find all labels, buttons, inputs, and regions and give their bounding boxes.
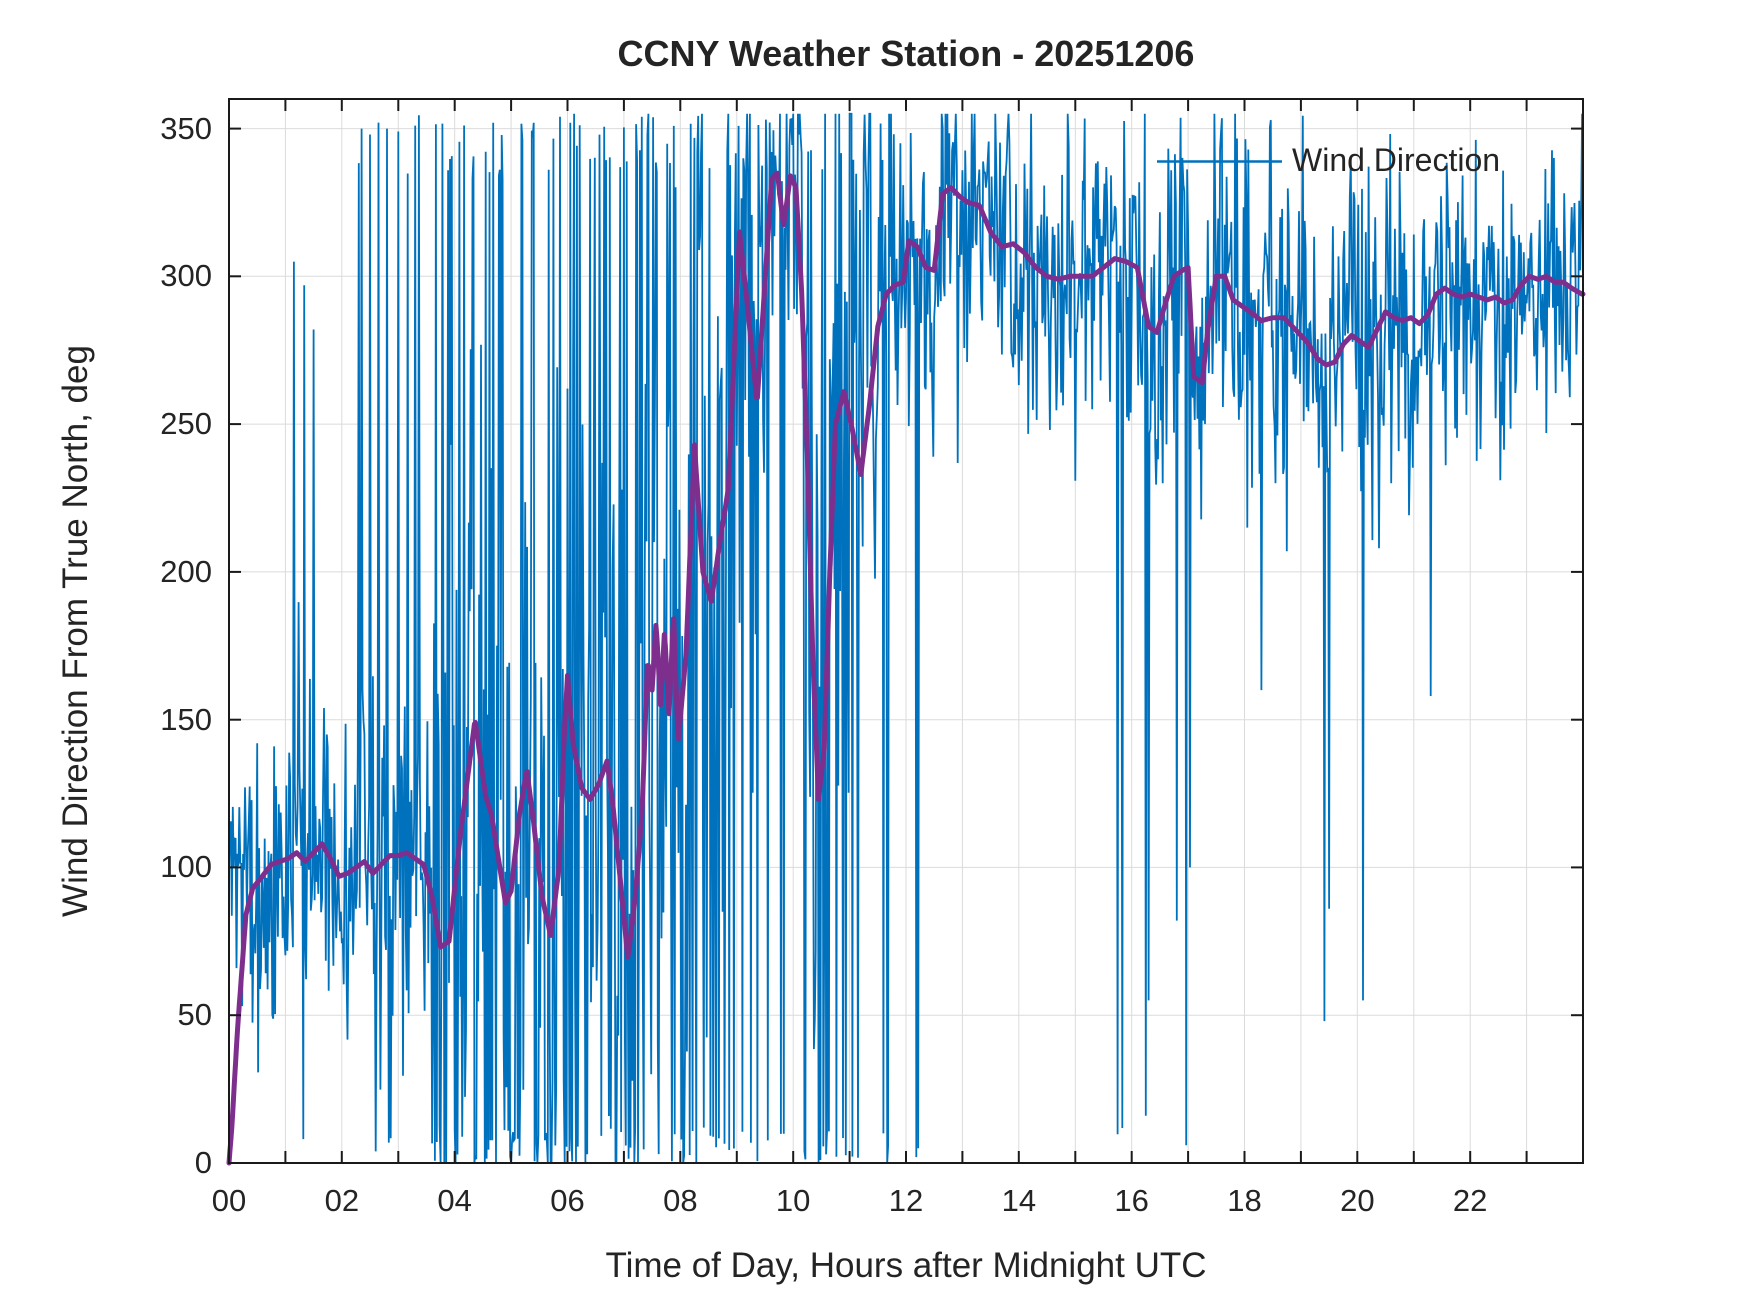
x-tick-label: 02 [324, 1183, 360, 1218]
x-tick-label: 12 [888, 1183, 924, 1218]
x-tick-label: 06 [550, 1183, 585, 1218]
y-tick-label: 150 [160, 701, 212, 737]
x-tick-label: 08 [663, 1183, 698, 1218]
x-tick-label: 22 [1452, 1183, 1488, 1218]
y-tick-label: 300 [160, 258, 212, 294]
y-tick-label: 350 [160, 110, 212, 146]
x-tick-label: 10 [775, 1183, 811, 1218]
legend-entry-wind-direction: Wind Direction [1292, 142, 1501, 178]
x-tick-label: 00 [211, 1183, 247, 1218]
x-axis-label: Time of Day, Hours after Midnight UTC [605, 1246, 1207, 1285]
y-tick-label: 250 [160, 406, 212, 442]
y-tick-label: 0 [194, 1145, 212, 1180]
chart-title: CCNY Weather Station - 20251206 [617, 33, 1195, 74]
wind-direction-smoothed-line [226, 170, 1586, 1166]
x-tick-label: 20 [1340, 1183, 1375, 1218]
x-tick-label: 16 [1114, 1183, 1149, 1218]
y-tick-label: 50 [177, 997, 212, 1033]
x-tick-label: 18 [1227, 1183, 1262, 1218]
x-tick-label: 04 [437, 1183, 472, 1218]
y-tick-label: 100 [160, 849, 212, 885]
y-tick-label: 200 [160, 553, 212, 589]
x-tick-label: 14 [1001, 1183, 1037, 1218]
wind-direction-raw-line [228, 112, 1583, 1164]
